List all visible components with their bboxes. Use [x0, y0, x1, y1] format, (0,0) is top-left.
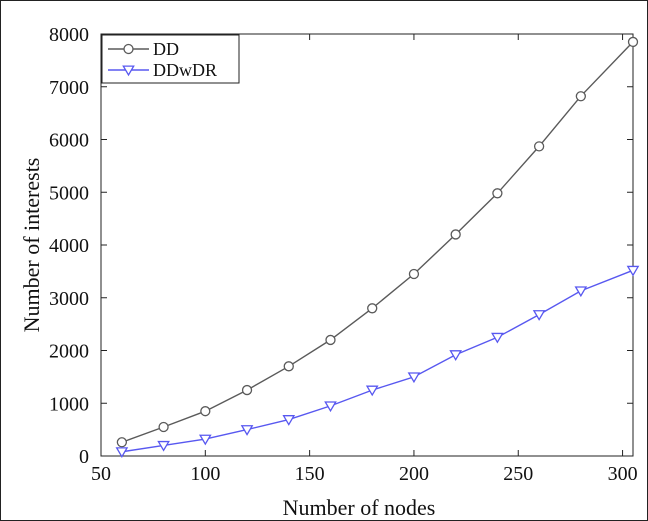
x-tick-label: 300 — [608, 463, 638, 485]
x-tick-label: 250 — [503, 463, 533, 485]
y-tick-label: 3000 — [49, 288, 89, 310]
data-point-ddwdr — [574, 286, 588, 298]
x-tick-label: 200 — [399, 463, 429, 485]
data-point-ddwdr — [282, 415, 296, 426]
x-axis-label: Number of nodes — [283, 495, 436, 520]
data-point-dd — [158, 421, 169, 433]
data-point-ddwdr — [198, 434, 212, 446]
y-tick-label: 8000 — [49, 24, 89, 46]
data-point-ddwdr — [324, 401, 337, 413]
data-point-dd — [367, 303, 378, 314]
data-point-dd — [450, 229, 461, 240]
data-point-ddwdr — [532, 310, 546, 321]
data-point-ddwdr — [240, 425, 254, 436]
legend-item-dd: DD — [108, 39, 179, 59]
series-group — [115, 36, 640, 459]
data-point-dd — [200, 406, 211, 417]
data-point-dd — [325, 334, 336, 346]
data-point-ddwdr — [407, 372, 421, 384]
data-point-dd — [408, 268, 420, 280]
tick-group: 50 100 150 200 250 30001000200030004000500060… — [49, 24, 638, 485]
legend-marker-dd — [123, 43, 134, 55]
data-point-dd — [283, 361, 294, 372]
y-tick-label: 5000 — [49, 182, 89, 204]
legend-label-dd: DD — [153, 39, 179, 59]
data-point-dd — [116, 437, 128, 448]
y-tick-label: 2000 — [49, 341, 89, 363]
y-tick-label: 4000 — [49, 235, 89, 257]
legend-box — [101, 34, 240, 84]
data-point-ddwdr — [626, 265, 640, 277]
data-point-ddwdr — [115, 447, 129, 459]
y-tick-label: 1000 — [49, 393, 89, 415]
x-tick-label: 150 — [295, 463, 325, 485]
y-tick-label: 7000 — [49, 77, 89, 99]
x-tick-label: 100 — [190, 463, 220, 485]
data-point-dd — [241, 384, 253, 396]
data-point-ddwdr — [157, 440, 170, 452]
y-tick-label: 6000 — [49, 130, 89, 152]
data-point-dd — [492, 188, 503, 199]
series-dd — [116, 36, 639, 448]
legend-item-ddwdr: DDwDR — [108, 60, 217, 80]
legend-label-ddwdr: DDwDR — [153, 60, 217, 80]
legend-marker-ddwdr — [122, 65, 135, 77]
data-point-dd — [627, 36, 639, 48]
data-point-ddwdr — [449, 350, 463, 361]
y-tick-label: 0 — [79, 446, 89, 468]
data-point-dd — [575, 91, 586, 102]
series-ddwdr — [115, 265, 640, 459]
x-tick-label: 50 — [91, 463, 111, 485]
y-axis-label: Number of interests — [19, 158, 44, 333]
data-point-dd — [533, 141, 545, 152]
data-point-ddwdr — [365, 385, 379, 397]
data-point-ddwdr — [491, 332, 504, 344]
